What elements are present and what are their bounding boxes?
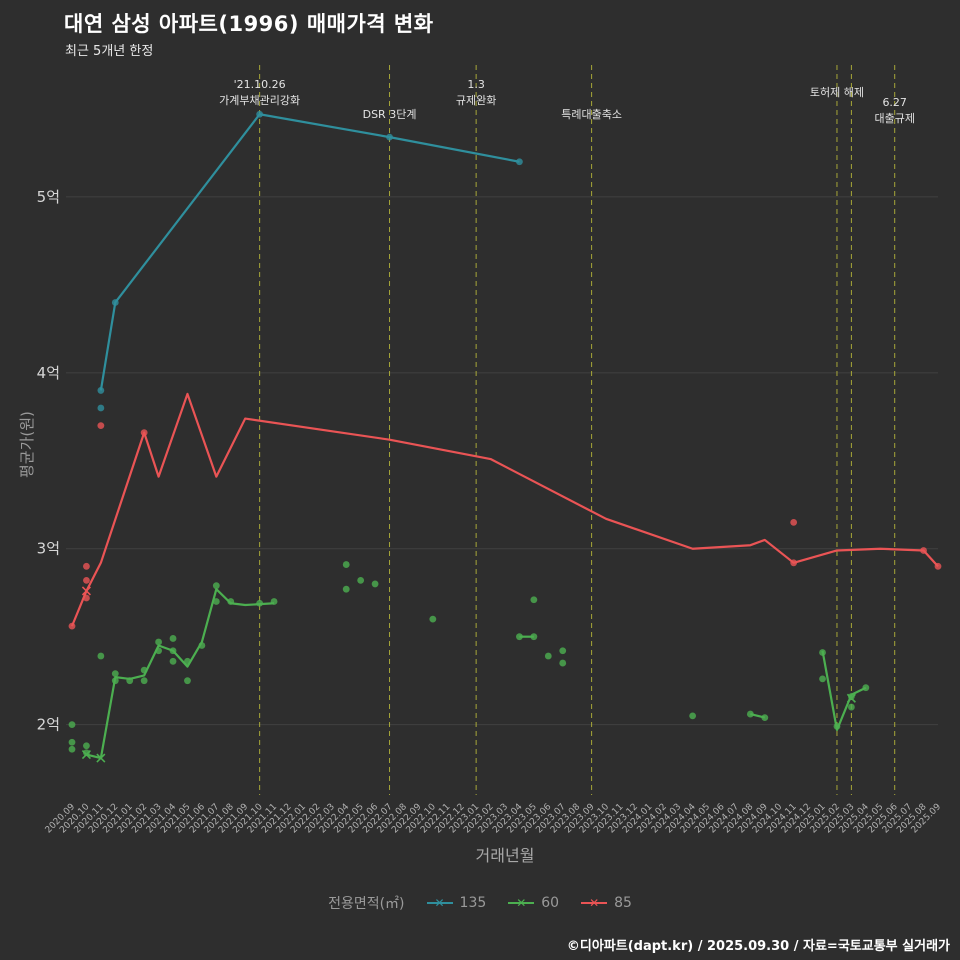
policy-event-label: 대출규제: [874, 112, 914, 125]
series-60-point: [184, 657, 191, 665]
legend-series-label: 135: [459, 895, 487, 911]
series-60-point: [530, 596, 538, 604]
y-tick-label: 2억: [37, 716, 60, 734]
legend-series-label: 85: [614, 895, 632, 911]
policy-event-label: '21.10.26: [234, 78, 286, 91]
series-60-point: [227, 598, 235, 605]
series-135-point: [97, 387, 105, 394]
series-85-x-marker: [81, 586, 91, 596]
policy-event-label: DSR 3단계: [363, 108, 417, 121]
series-60-point: [559, 659, 567, 667]
series-60-point: [83, 742, 90, 750]
series-60-point: [212, 582, 220, 590]
series-60-point: [155, 647, 163, 655]
legend-item-60[interactable]: ✕ 60: [508, 895, 559, 911]
series-60-point: [68, 738, 76, 746]
series-60-point: [97, 652, 105, 660]
series-85-line: [70, 392, 939, 627]
series-60-x-marker: [81, 749, 91, 760]
policy-event-label: 가계부채관리강화: [219, 94, 300, 107]
series-85-point: [934, 562, 942, 570]
y-tick-label: 5억: [37, 188, 60, 206]
series-60-point: [140, 666, 148, 674]
series-60-point: [169, 657, 177, 665]
series-60-x-marker: [96, 753, 106, 763]
series-60-line: [821, 650, 867, 732]
series-85-point: [790, 559, 798, 567]
series-60-point: [544, 652, 552, 660]
series-60-point: [689, 712, 697, 720]
series-135-line: [99, 113, 520, 391]
series-60-point: [848, 693, 855, 700]
series-60-point: [516, 633, 523, 641]
series-60-point: [559, 647, 567, 655]
legend-series-marker: ✕: [508, 896, 535, 910]
legend-series-marker: ✕: [581, 896, 608, 910]
series-135-point: [516, 158, 523, 166]
series-135-point: [386, 133, 393, 141]
series-60-point: [111, 677, 119, 685]
series-60-point: [68, 745, 76, 753]
legend: 전용면적(㎡) ✕ 135 ✕ 60 ✕ 85: [0, 893, 960, 913]
policy-event-label: 6.27: [882, 96, 907, 109]
legend-series-label: 60: [541, 895, 560, 911]
legend-item-135[interactable]: ✕ 135: [426, 895, 487, 911]
legend-title: 전용면적(㎡): [328, 896, 405, 912]
policy-event-label: 1.3: [467, 78, 485, 91]
series-135-point: [256, 110, 264, 118]
series-60-point: [68, 721, 76, 729]
series-85-point: [920, 547, 927, 554]
series-60-point: [256, 599, 264, 607]
series-60-point: [342, 561, 350, 568]
y-tick-label: 4억: [37, 364, 60, 382]
y-tick-label: 3억: [37, 540, 60, 558]
series-60-point: [83, 749, 90, 757]
series-85-point: [140, 429, 148, 437]
series-85-point: [68, 622, 76, 630]
series-60-point: [212, 598, 220, 605]
series-85-point: [83, 562, 90, 570]
series-60-point: [848, 703, 855, 711]
series-85-point: [83, 576, 90, 584]
series-135-point: [97, 404, 105, 412]
legend-series-marker: ✕: [426, 896, 453, 910]
y-axis-label: 평균가(원): [18, 411, 36, 478]
series-60-point: [371, 580, 379, 588]
source-credit: ©디아파트(dapt.kr) / 2025.09.30 / 자료=국토교통부 실…: [566, 939, 950, 954]
series-60-point: [126, 677, 134, 685]
series-60-point: [819, 675, 826, 683]
chart-subtitle: 최근 5개년 한정: [65, 44, 154, 59]
series-60-point: [746, 710, 754, 718]
series-60-point: [819, 649, 826, 656]
chart-title: 대연 삼성 아파트(1996) 매매가격 변화: [64, 12, 434, 36]
series-60-point: [761, 714, 769, 722]
series-60-point: [198, 642, 206, 649]
series-60-point: [169, 647, 177, 655]
series-60-point: [342, 585, 350, 593]
legend-item-85[interactable]: ✕ 85: [581, 895, 632, 911]
series-60-point: [140, 677, 148, 685]
series-60-point: [270, 598, 278, 605]
series-60-point: [155, 638, 163, 646]
series-60-point: [357, 576, 365, 584]
series-85-point: [790, 518, 798, 526]
series-60-point: [833, 722, 841, 730]
policy-event-label: 토허제 해제: [810, 85, 864, 99]
series-60-x-marker: [846, 693, 856, 703]
policy-event-label: 특례대출축소: [561, 108, 622, 121]
series-60-point: [429, 615, 437, 623]
series-60-point: [111, 670, 119, 678]
series-85-point: [83, 594, 90, 602]
policy-event-label: 규제완화: [456, 94, 496, 107]
series-85-point: [97, 422, 105, 430]
x-axis-label: 거래년월: [475, 846, 535, 865]
series-60-point: [862, 684, 870, 692]
series-60-point: [169, 635, 177, 642]
series-60-point: [184, 677, 191, 685]
series-135-point: [111, 299, 119, 306]
series-60-point: [530, 633, 538, 641]
